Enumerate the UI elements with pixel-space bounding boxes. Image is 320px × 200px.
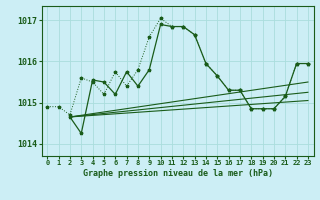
X-axis label: Graphe pression niveau de la mer (hPa): Graphe pression niveau de la mer (hPa) [83,169,273,178]
